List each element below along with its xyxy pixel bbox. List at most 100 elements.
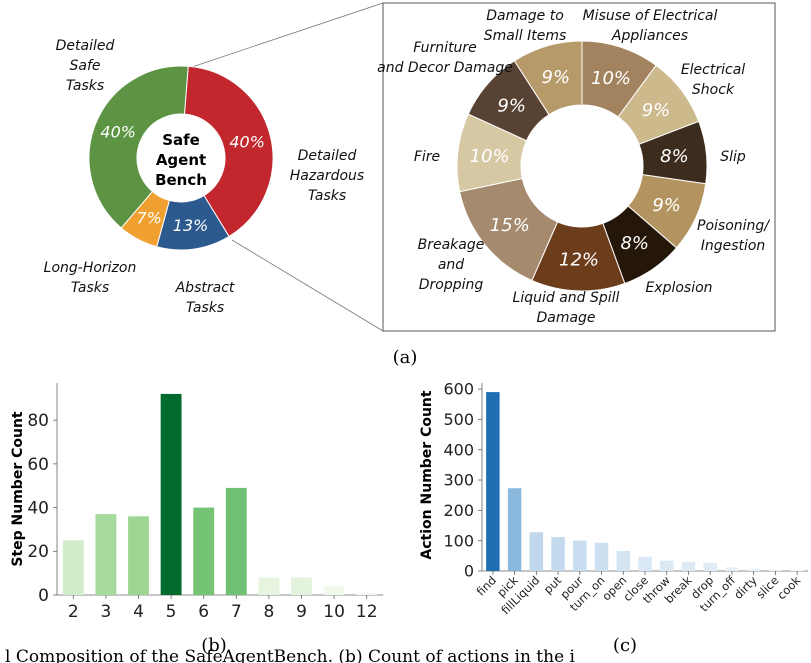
slice-detailed-hazardous-tasks xyxy=(183,65,274,238)
slice-label-fire: Fire xyxy=(414,149,440,165)
hazard-labels: Misuse of Electrical Appliances Electrical… xyxy=(377,8,770,326)
slice-damage-to-small-items xyxy=(513,40,583,116)
panel-c: 0 100 200 300 400 500 600 findpickfillLiquidpu… xyxy=(419,380,808,656)
slice-label-furniture-and-decor-damage: Furniture and Decor Damage xyxy=(377,40,513,76)
bars-b xyxy=(62,393,378,595)
bar-3 xyxy=(95,514,117,595)
center-label-line3: Bench xyxy=(155,171,207,189)
slice-label-breakage-and-dropping: Breakage and Dropping xyxy=(418,237,485,293)
zoom-connector-bottom xyxy=(231,239,384,332)
panel-label-b: (b) xyxy=(201,635,227,656)
slice-pct-detailed-hazardous-tasks: 40% xyxy=(229,133,265,152)
slice-pct-misuse-of-electrical-appliances: 10% xyxy=(591,68,631,89)
slice-pct-detailed-safe-tasks: 40% xyxy=(100,123,136,142)
xtick-label: cook xyxy=(774,573,803,602)
panel-b: 0 20 40 60 80 2 3 4 5 6 7 8 9 10 12 Step Number Count… xyxy=(10,383,383,656)
slice-pct-explosion: 8% xyxy=(620,233,649,254)
y-axis-label-c: Action Number Count xyxy=(419,390,435,559)
ytick-label: 0 xyxy=(38,586,49,606)
slice-pct-long-horizon-tasks: 7% xyxy=(136,209,161,228)
ytick-label: 200 xyxy=(443,501,474,520)
xtick-label: 9 xyxy=(296,602,307,622)
xtick-label: 3 xyxy=(100,602,111,622)
panel-label-a: (a) xyxy=(393,347,418,368)
slice-label-poisoning-ingestion: Poisoning/Ingestion xyxy=(697,218,770,254)
ytick-label: 60 xyxy=(27,455,49,475)
slice-label-damage-to-small-items: Damage to Small Items xyxy=(484,8,567,44)
bar-7 xyxy=(225,487,247,595)
xtick-label: 7 xyxy=(231,602,242,622)
slice-pct-poisoning-ingestion: 9% xyxy=(652,195,681,216)
ytick-label: 600 xyxy=(443,380,474,399)
zoom-connector-top xyxy=(191,2,384,68)
slice-label-liquid-and-spill-damage: Liquid and Spill Damage xyxy=(513,290,620,326)
panel-a: 40% 13% 7% 40% Safe Agent Bench Detailed Haz… xyxy=(44,2,776,368)
bar-5 xyxy=(160,393,182,595)
bar-9 xyxy=(291,577,312,595)
xticks-b: 2 3 4 5 6 7 8 9 10 12 xyxy=(68,595,378,622)
xtick-label: 8 xyxy=(263,602,274,622)
xtick-label: find xyxy=(474,573,499,598)
safeagentbench-donut: 40% 13% 7% 40% xyxy=(88,65,274,251)
ytick-label: 300 xyxy=(443,471,474,490)
slice-pct-liquid-and-spill-damage: 12% xyxy=(559,249,599,270)
bar-pick xyxy=(507,488,522,571)
ytick-label: 0 xyxy=(464,562,474,581)
ytick-label: 40 xyxy=(27,499,49,519)
slice-label-electrical-shock: Electrical Shock xyxy=(681,62,745,98)
bar-8 xyxy=(258,577,280,595)
yticks-b: 0 20 40 60 80 xyxy=(27,411,57,606)
slice-label-abstract-tasks: Abstract Tasks xyxy=(175,280,235,316)
slice-pct-damage-to-small-items: 9% xyxy=(542,67,571,88)
slice-pct-electrical-shock: 9% xyxy=(642,100,671,121)
xtick-label: 2 xyxy=(68,602,79,622)
bar-cook xyxy=(790,570,804,571)
xtick-label: 4 xyxy=(133,602,144,622)
center-label-line1: Safe xyxy=(162,131,200,149)
bar-turn-off xyxy=(725,567,739,571)
slice-pct-slip: 8% xyxy=(660,146,689,167)
bar-12 xyxy=(356,592,378,595)
safeagentbench-labels: Detailed Hazardous Tasks Abstract Tasks Long-… xyxy=(44,38,365,316)
slice-label-detailed-hazardous-tasks: Detailed Hazardous Tasks xyxy=(290,148,364,204)
ytick-label: 20 xyxy=(27,542,49,562)
yticks-c: 0 100 200 300 400 500 600 xyxy=(443,380,482,581)
slice-pct-abstract-tasks: 13% xyxy=(173,216,209,235)
slice-label-explosion: Explosion xyxy=(645,280,712,296)
bar-break xyxy=(681,561,696,571)
panel-label-c: (c) xyxy=(613,635,637,656)
center-label-line2: Agent xyxy=(156,151,206,169)
bar-throw xyxy=(659,560,674,571)
xtick-label: dirty xyxy=(731,573,760,602)
slice-label-long-horizon-tasks: Long-Horizon Tasks xyxy=(44,260,137,296)
slice-label-detailed-safe-tasks: Detailed Safe Tasks xyxy=(56,38,115,94)
bar-drop xyxy=(703,562,717,571)
slice-detailed-safe-tasks xyxy=(88,65,189,229)
bar-slice xyxy=(768,569,783,571)
xtick-label: 12 xyxy=(356,602,378,622)
bar-2 xyxy=(62,540,84,595)
xtick-label: 6 xyxy=(198,602,209,622)
ytick-label: 100 xyxy=(443,531,474,550)
ytick-label: 80 xyxy=(27,411,49,431)
bars-c xyxy=(486,392,804,571)
bar-turn-on xyxy=(594,542,609,571)
xtick-label: 5 xyxy=(166,602,177,622)
bar-10 xyxy=(323,586,345,595)
hazard-donut: 10%9%8%9%8%12%15%10%9%9% xyxy=(456,40,708,292)
zoom-box xyxy=(382,2,776,332)
bar-find xyxy=(486,392,500,571)
bar-open xyxy=(616,550,631,571)
bar-dirty xyxy=(746,568,761,571)
xtick-label: 10 xyxy=(323,602,345,622)
bar-close xyxy=(638,556,652,571)
ytick-label: 500 xyxy=(443,410,474,429)
xtick-label: slice xyxy=(753,573,781,601)
slice-pct-breakage-and-dropping: 15% xyxy=(490,215,530,236)
slice-label-misuse-of-electrical-appliances: Misuse of Electrical Appliances xyxy=(583,8,718,44)
bar-put xyxy=(551,537,565,571)
y-axis-label-b: Step Number Count xyxy=(10,411,26,567)
bar-4 xyxy=(128,516,149,595)
slice-pct-furniture-and-decor-damage: 9% xyxy=(497,95,526,116)
